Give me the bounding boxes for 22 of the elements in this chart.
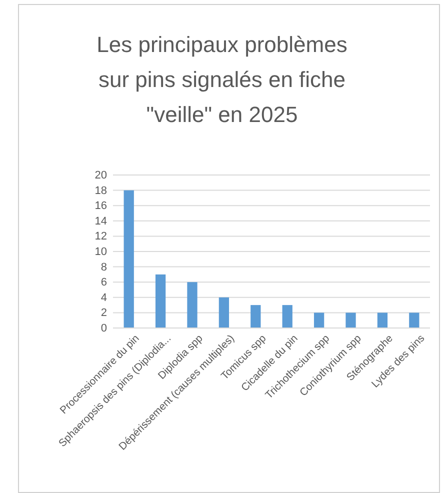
y-tick-label: 18: [94, 184, 107, 197]
bar: [282, 305, 292, 328]
y-tick-label: 0: [100, 322, 107, 335]
bar: [377, 312, 388, 328]
bar: [314, 312, 324, 328]
y-tick-label: 14: [94, 215, 107, 228]
chart-title: Les principaux problèmes sur pins signalés en fiche "veille" en 2025: [96, 32, 348, 127]
bar: [187, 282, 198, 328]
bar: [155, 274, 166, 328]
y-tick-label: 6: [100, 276, 107, 289]
y-tick-label: 4: [100, 292, 107, 304]
y-tick-label: 2: [100, 307, 107, 320]
bar: [346, 312, 356, 328]
y-tick-label: 20: [94, 170, 107, 182]
y-tick-label: 8: [100, 261, 107, 274]
bar: [409, 312, 420, 328]
bar: [124, 190, 134, 328]
bar: [250, 305, 261, 328]
y-tick-label: 12: [94, 230, 107, 243]
bar: [218, 297, 230, 328]
y-tick-label: 10: [94, 246, 107, 258]
y-tick-label: 16: [94, 200, 107, 212]
